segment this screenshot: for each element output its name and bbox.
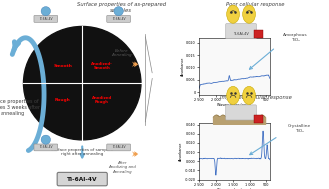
Circle shape [227, 5, 240, 23]
Text: Crystalline
TiO₂: Crystalline TiO₂ [288, 124, 311, 133]
FancyBboxPatch shape [57, 172, 107, 186]
Text: Ti-6Al-4V: Ti-6Al-4V [112, 17, 125, 21]
FancyBboxPatch shape [107, 144, 131, 151]
Circle shape [227, 86, 240, 105]
Text: Ti-6Al-4V: Ti-6Al-4V [112, 145, 125, 149]
Text: Smooth: Smooth [53, 64, 72, 68]
Circle shape [23, 26, 141, 140]
Text: Ti-6Al-4V: Ti-6Al-4V [233, 32, 249, 36]
Text: Surface properties of
samples 3 weeks after
annealing: Surface properties of samples 3 weeks af… [0, 99, 40, 116]
Text: Ti-6Al-4V: Ti-6Al-4V [67, 177, 97, 182]
Text: Amorphous
TiO₂: Amorphous TiO₂ [283, 33, 308, 42]
Text: Ti-6Al-4V: Ti-6Al-4V [39, 145, 53, 149]
FancyBboxPatch shape [226, 105, 256, 120]
Text: Anodized-
Smooth: Anodized- Smooth [91, 62, 113, 70]
Text: Improved cellular response: Improved cellular response [220, 94, 291, 99]
FancyBboxPatch shape [254, 115, 263, 123]
Y-axis label: Absorbance: Absorbance [181, 56, 185, 76]
Text: After
Anodizing and
Annealing: After Anodizing and Annealing [108, 161, 136, 174]
Circle shape [243, 86, 255, 105]
Text: Surface properties of samples
right after annealing: Surface properties of samples right afte… [51, 148, 113, 156]
X-axis label: Wavenumber (cm⁻¹): Wavenumber (cm⁻¹) [217, 188, 252, 189]
Text: Anodized
Rough: Anodized Rough [92, 96, 112, 105]
Text: Ti-6Al-4V: Ti-6Al-4V [39, 17, 53, 21]
Text: Rough: Rough [55, 98, 70, 102]
Circle shape [114, 7, 123, 16]
FancyBboxPatch shape [226, 24, 256, 39]
Text: Poor cellular response: Poor cellular response [226, 2, 285, 7]
FancyBboxPatch shape [34, 144, 58, 151]
Y-axis label: Absorbance: Absorbance [179, 141, 183, 161]
Circle shape [243, 5, 255, 23]
FancyBboxPatch shape [34, 15, 58, 22]
Text: Surface properties of as-prepared
samples: Surface properties of as-prepared sample… [77, 2, 166, 13]
X-axis label: Wavenumber (cm⁻¹): Wavenumber (cm⁻¹) [217, 103, 252, 107]
Text: Before
Annealing: Before Annealing [112, 49, 132, 57]
FancyBboxPatch shape [254, 30, 263, 38]
Circle shape [41, 135, 51, 144]
Circle shape [41, 7, 51, 16]
FancyBboxPatch shape [107, 15, 131, 22]
